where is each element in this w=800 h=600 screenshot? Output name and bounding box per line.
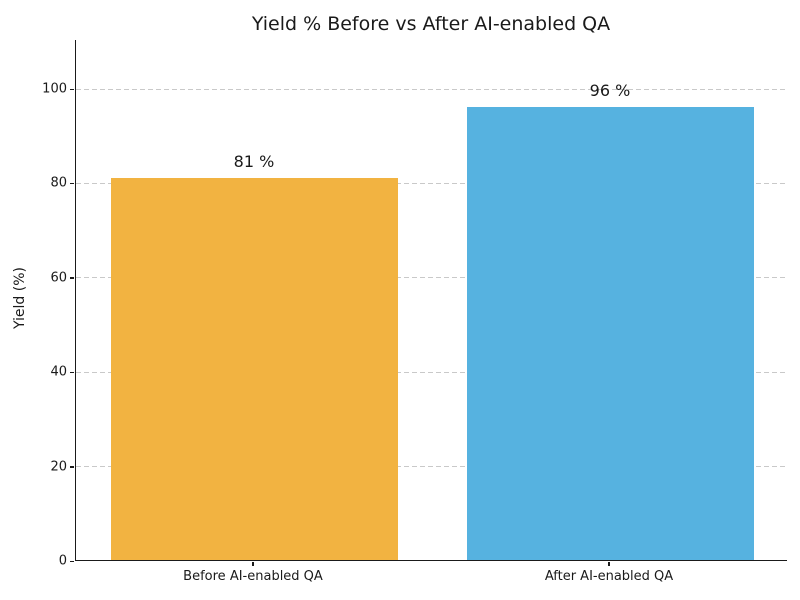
gridline-y-40 bbox=[76, 371, 787, 373]
bar-value-label-before: 81 % bbox=[233, 151, 275, 171]
y-tick-label-0: 0 bbox=[58, 553, 67, 569]
bar-after bbox=[466, 106, 754, 560]
x-tick-mark-1 bbox=[608, 562, 610, 566]
gridline-y-100 bbox=[76, 88, 787, 90]
y-tick-label-60: 60 bbox=[50, 270, 67, 286]
x-tick-label-before: Before AI-enabled QA bbox=[183, 569, 323, 584]
y-tick-mark-60 bbox=[70, 277, 74, 279]
y-axis-label: Yield (%) bbox=[12, 266, 28, 330]
y-tick-label-40: 40 bbox=[50, 364, 67, 380]
y-tick-mark-100 bbox=[70, 88, 74, 91]
bar-value-label-after: 96 % bbox=[589, 80, 631, 100]
plot-area: 81 % 96 % bbox=[75, 40, 787, 561]
x-tick-mark-0 bbox=[252, 562, 254, 566]
gridline-y-80 bbox=[76, 182, 787, 184]
chart-title: Yield % Before vs After AI-enabled QA bbox=[251, 13, 611, 35]
y-tick-label-20: 20 bbox=[50, 459, 67, 475]
gridline-y-60 bbox=[76, 277, 787, 279]
gridline-y-20 bbox=[76, 466, 787, 468]
x-tick-label-after: After AI-enabled QA bbox=[544, 569, 674, 584]
y-tick-label-80: 80 bbox=[50, 175, 67, 191]
y-tick-label-100: 100 bbox=[42, 81, 67, 97]
bar-before bbox=[110, 177, 398, 560]
y-tick-mark-0 bbox=[70, 560, 74, 562]
y-tick-mark-40 bbox=[70, 371, 74, 374]
y-tick-mark-80 bbox=[70, 182, 74, 185]
y-tick-mark-20 bbox=[70, 466, 74, 468]
